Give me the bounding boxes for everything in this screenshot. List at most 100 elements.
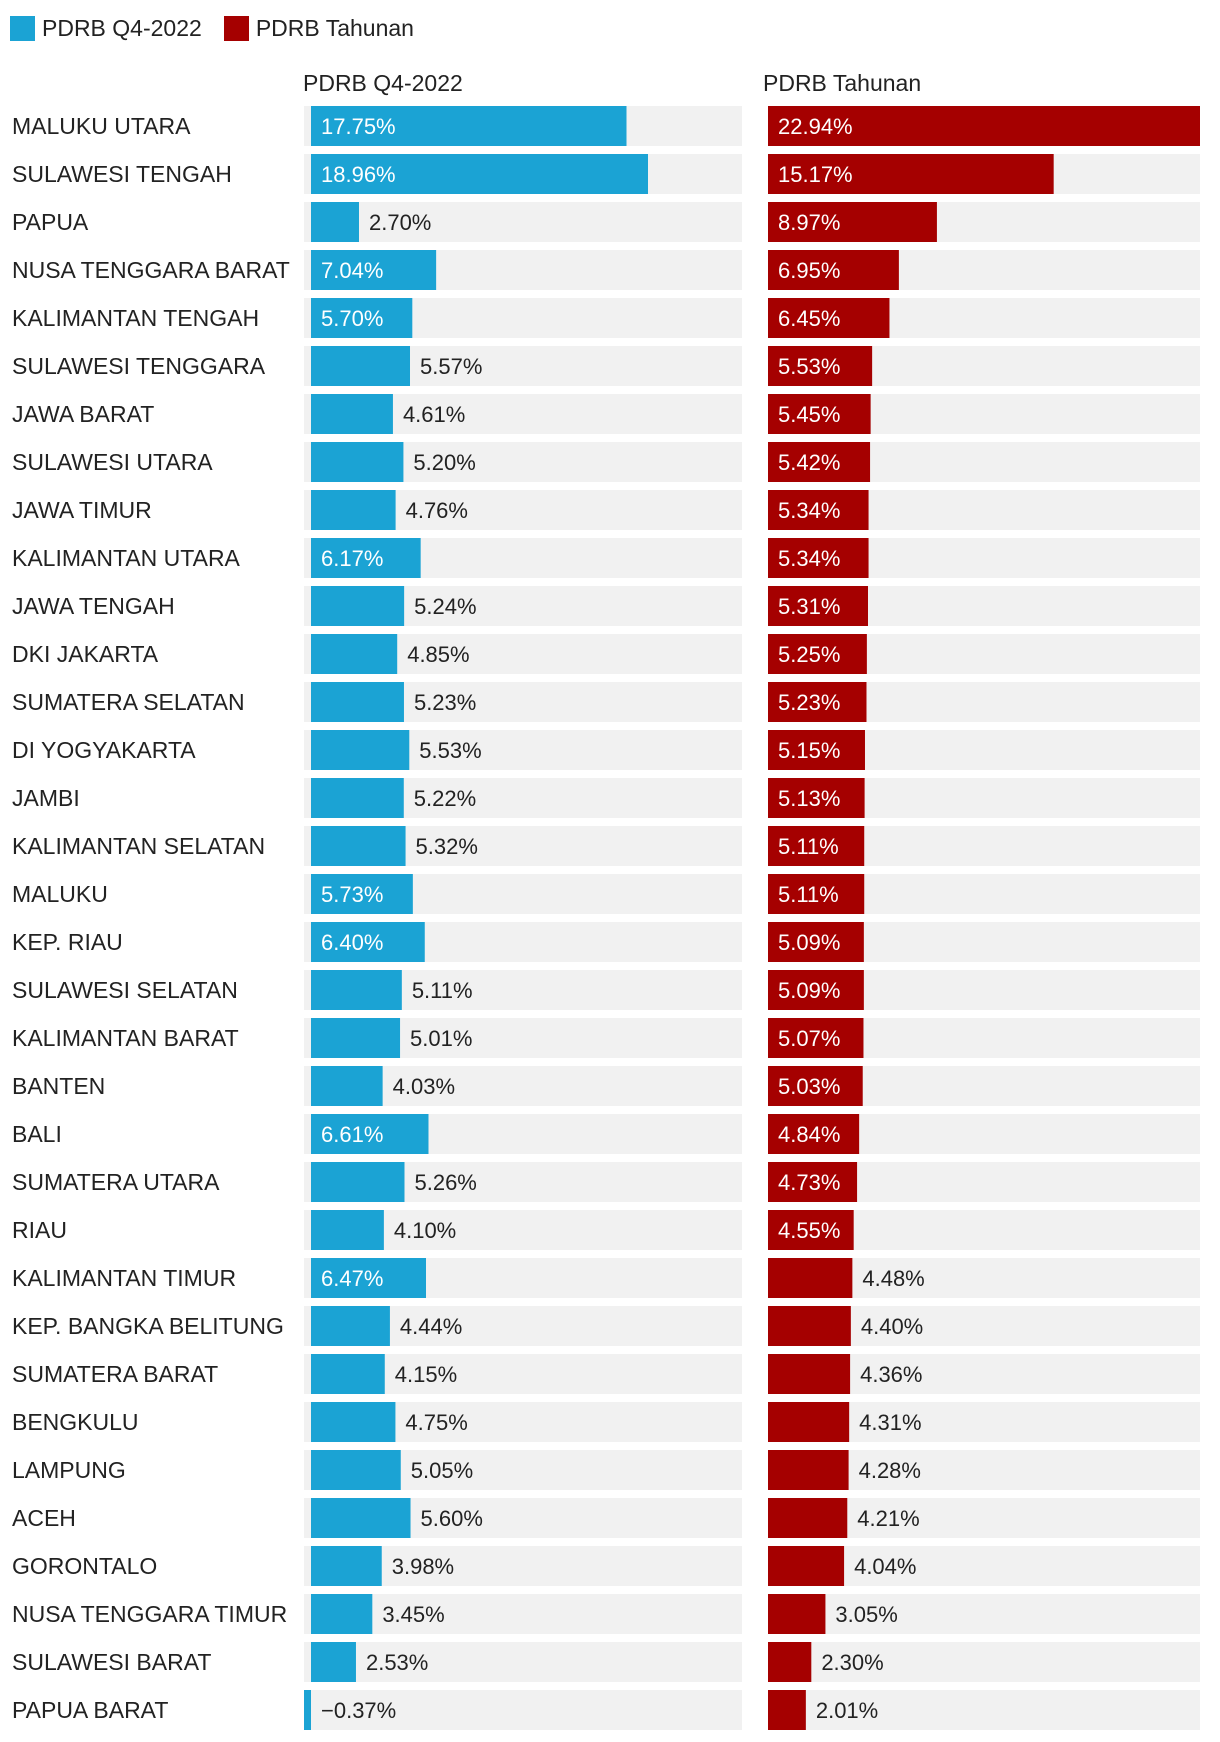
q4-value-label: 7.04% <box>321 258 383 283</box>
annual-bar <box>768 634 867 674</box>
q4-value-label: 5.57% <box>420 354 482 379</box>
annual-bar <box>768 1402 850 1442</box>
annual-value-label: 5.25% <box>778 642 840 667</box>
annual-value-label: 2.01% <box>816 1698 878 1723</box>
q4-value-label: 5.60% <box>421 1506 483 1531</box>
annual-value-label: 4.40% <box>861 1314 923 1339</box>
annual-bar <box>768 1018 864 1058</box>
q4-value-label: 4.85% <box>407 642 469 667</box>
q4-value-label: 5.70% <box>321 306 383 331</box>
q4-bar <box>311 874 413 914</box>
annual-value-label: 5.34% <box>778 498 840 523</box>
q4-value-label: 6.17% <box>321 546 383 571</box>
category-label: ACEH <box>12 1505 76 1531</box>
category-label: NUSA TENGGARA BARAT <box>12 257 290 283</box>
q4-bar <box>311 154 648 194</box>
category-label: MALUKU UTARA <box>12 113 191 139</box>
category-label: NUSA TENGGARA TIMUR <box>12 1601 287 1627</box>
q4-bar <box>311 1642 356 1682</box>
annual-bar <box>768 298 890 338</box>
q4-bar <box>311 1114 429 1154</box>
annual-bar <box>768 682 867 722</box>
category-label: DKI JAKARTA <box>12 641 159 667</box>
q4-bar <box>311 250 437 290</box>
annual-value-label: 5.13% <box>778 786 840 811</box>
annual-value-label: 5.45% <box>778 402 840 427</box>
q4-bar <box>311 778 404 818</box>
annual-bar <box>768 970 864 1010</box>
annual-value-label: 5.09% <box>778 930 840 955</box>
annual-value-label: 22.94% <box>778 114 853 139</box>
q4-bar <box>304 1690 311 1730</box>
q4-bar <box>311 298 413 338</box>
category-label: KALIMANTAN SELATAN <box>12 833 265 859</box>
category-label: DI YOGYAKARTA <box>12 737 196 763</box>
category-label: JAWA TIMUR <box>12 497 152 523</box>
category-label: SULAWESI SELATAN <box>12 977 238 1003</box>
legend-label-q4: PDRB Q4-2022 <box>42 14 202 41</box>
q4-value-label: 4.44% <box>400 1314 462 1339</box>
category-label: PAPUA BARAT <box>12 1697 168 1723</box>
q4-value-label: 5.24% <box>414 594 476 619</box>
q4-bar <box>311 922 425 962</box>
q4-bar <box>311 586 405 626</box>
q4-value-label: 5.20% <box>413 450 475 475</box>
q4-bar <box>311 394 393 434</box>
q4-value-label: 4.10% <box>394 1218 456 1243</box>
q4-bar <box>311 1594 373 1634</box>
q4-value-label: 6.61% <box>321 1122 383 1147</box>
category-label: LAMPUNG <box>12 1457 126 1483</box>
annual-value-label: 8.97% <box>778 210 840 235</box>
q4-bar <box>311 1162 405 1202</box>
q4-bar <box>311 1018 401 1058</box>
category-label: GORONTALO <box>12 1553 157 1579</box>
annual-bar <box>768 106 1200 146</box>
category-label: KALIMANTAN BARAT <box>12 1025 239 1051</box>
q4-value-label: 4.61% <box>403 402 465 427</box>
legend-swatch-q4 <box>10 15 35 41</box>
annual-value-label: 15.17% <box>778 162 853 187</box>
q4-value-label: 4.15% <box>395 1362 457 1387</box>
annual-bar <box>768 346 873 386</box>
q4-value-label: 17.75% <box>321 114 396 139</box>
q4-bar <box>311 1306 390 1346</box>
category-label: JAWA TENGAH <box>12 593 175 619</box>
q4-track <box>304 1642 742 1682</box>
annual-value-label: 5.07% <box>778 1026 840 1051</box>
annual-value-label: 2.30% <box>821 1650 883 1675</box>
category-label: SUMATERA BARAT <box>12 1361 218 1387</box>
q4-bar <box>311 1450 401 1490</box>
annual-bar <box>768 1162 858 1202</box>
category-label: KEP. RIAU <box>12 929 123 955</box>
q4-bar <box>311 1210 384 1250</box>
q4-value-label: 5.73% <box>321 882 383 907</box>
annual-bar <box>768 1210 854 1250</box>
category-label: KALIMANTAN TIMUR <box>12 1265 236 1291</box>
q4-value-label: 5.32% <box>416 834 478 859</box>
column-title-q4: PDRB Q4-2022 <box>303 70 463 96</box>
category-label: JAMBI <box>12 785 80 811</box>
annual-bar <box>768 1498 848 1538</box>
q4-bar <box>311 346 411 386</box>
q4-bar <box>311 1402 396 1442</box>
q4-bar <box>311 538 421 578</box>
annual-value-label: 4.55% <box>778 1218 840 1243</box>
q4-track <box>304 202 742 242</box>
annual-value-label: 5.53% <box>778 354 840 379</box>
q4-value-label: 3.98% <box>392 1554 454 1579</box>
annual-bar <box>768 1594 826 1634</box>
q4-value-label: 5.05% <box>411 1458 473 1483</box>
annual-value-label: 6.45% <box>778 306 840 331</box>
category-label: PAPUA <box>12 209 89 235</box>
q4-bar <box>311 634 398 674</box>
annual-bar <box>768 1690 806 1730</box>
annual-value-label: 3.05% <box>835 1602 897 1627</box>
annual-bar <box>768 202 937 242</box>
annual-bar <box>768 1306 851 1346</box>
q4-value-label: 6.47% <box>321 1266 383 1291</box>
annual-bar <box>768 1642 812 1682</box>
category-label: KEP. BANGKA BELITUNG <box>12 1313 284 1339</box>
q4-value-label: 6.40% <box>321 930 383 955</box>
q4-track <box>304 1690 742 1730</box>
